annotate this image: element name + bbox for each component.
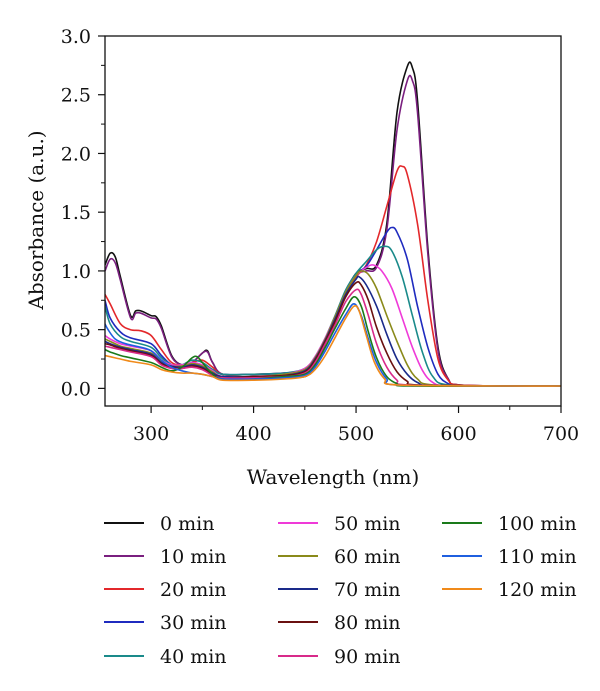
legend-item: 100 min — [442, 513, 577, 535]
y-tick-label: 2.5 — [61, 85, 91, 107]
series-line-10-min — [105, 74, 561, 387]
legend-item: 120 min — [442, 579, 577, 601]
legend-label: 100 min — [498, 513, 577, 535]
x-tick-label: 500 — [338, 423, 374, 445]
legend-item: 90 min — [278, 646, 401, 668]
y-tick-label: 0.5 — [61, 320, 91, 342]
legend-item: 110 min — [442, 546, 577, 568]
y-tick-label: 3.0 — [61, 26, 91, 48]
series-line-30-min — [105, 226, 561, 387]
x-tick-label: 700 — [543, 423, 579, 445]
legend-item: 30 min — [104, 612, 227, 634]
series-line-80-min — [105, 280, 561, 387]
legend-item: 60 min — [278, 546, 401, 568]
legend-label: 50 min — [334, 513, 401, 535]
legend-label: 70 min — [334, 579, 401, 601]
legend-label: 10 min — [160, 546, 227, 568]
legend-item: 50 min — [278, 513, 401, 535]
series-line-120-min — [105, 304, 561, 387]
legend-label: 60 min — [334, 546, 401, 568]
legend-label: 120 min — [498, 579, 577, 601]
legend-label: 80 min — [334, 612, 401, 634]
y-tick-label: 1.5 — [61, 202, 91, 224]
legend-label: 30 min — [160, 612, 227, 634]
y-tick-label: 0.0 — [61, 378, 91, 400]
legend-item: 20 min — [104, 579, 227, 601]
legend-item: 70 min — [278, 579, 401, 601]
legend-label: 20 min — [160, 579, 227, 601]
legend-item: 0 min — [104, 513, 214, 535]
legend-label: 40 min — [160, 646, 227, 668]
y-tick-label: 2.0 — [61, 143, 91, 165]
legend-label: 0 min — [160, 513, 214, 535]
series-line-100-min — [105, 295, 561, 387]
legend-label: 90 min — [334, 646, 401, 668]
y-tick-label: 1.0 — [61, 261, 91, 283]
plot-frame — [104, 35, 562, 407]
x-tick-label: 400 — [235, 423, 271, 445]
x-tick-label: 300 — [133, 423, 169, 445]
legend-item: 40 min — [104, 646, 227, 668]
legend-label: 110 min — [498, 546, 577, 568]
series-line-110-min — [105, 303, 561, 387]
legend-item: 10 min — [104, 546, 227, 568]
axes-layer: 300 400 500 600 700 0.0 0.5 1.0 1.5 2.0 2.5 3.0 — [61, 26, 579, 445]
legend-item: 80 min — [278, 612, 401, 634]
legend: 0 min 10 min 20 min 30 min 40 min 50 min 60 mi… — [104, 513, 577, 668]
x-axis-title: Wavelength (nm) — [247, 465, 420, 489]
x-tick-label: 600 — [440, 423, 476, 445]
series-layer — [105, 61, 561, 388]
series-line-20-min — [105, 165, 561, 387]
y-axis-title: Absorbance (a.u.) — [24, 130, 48, 310]
